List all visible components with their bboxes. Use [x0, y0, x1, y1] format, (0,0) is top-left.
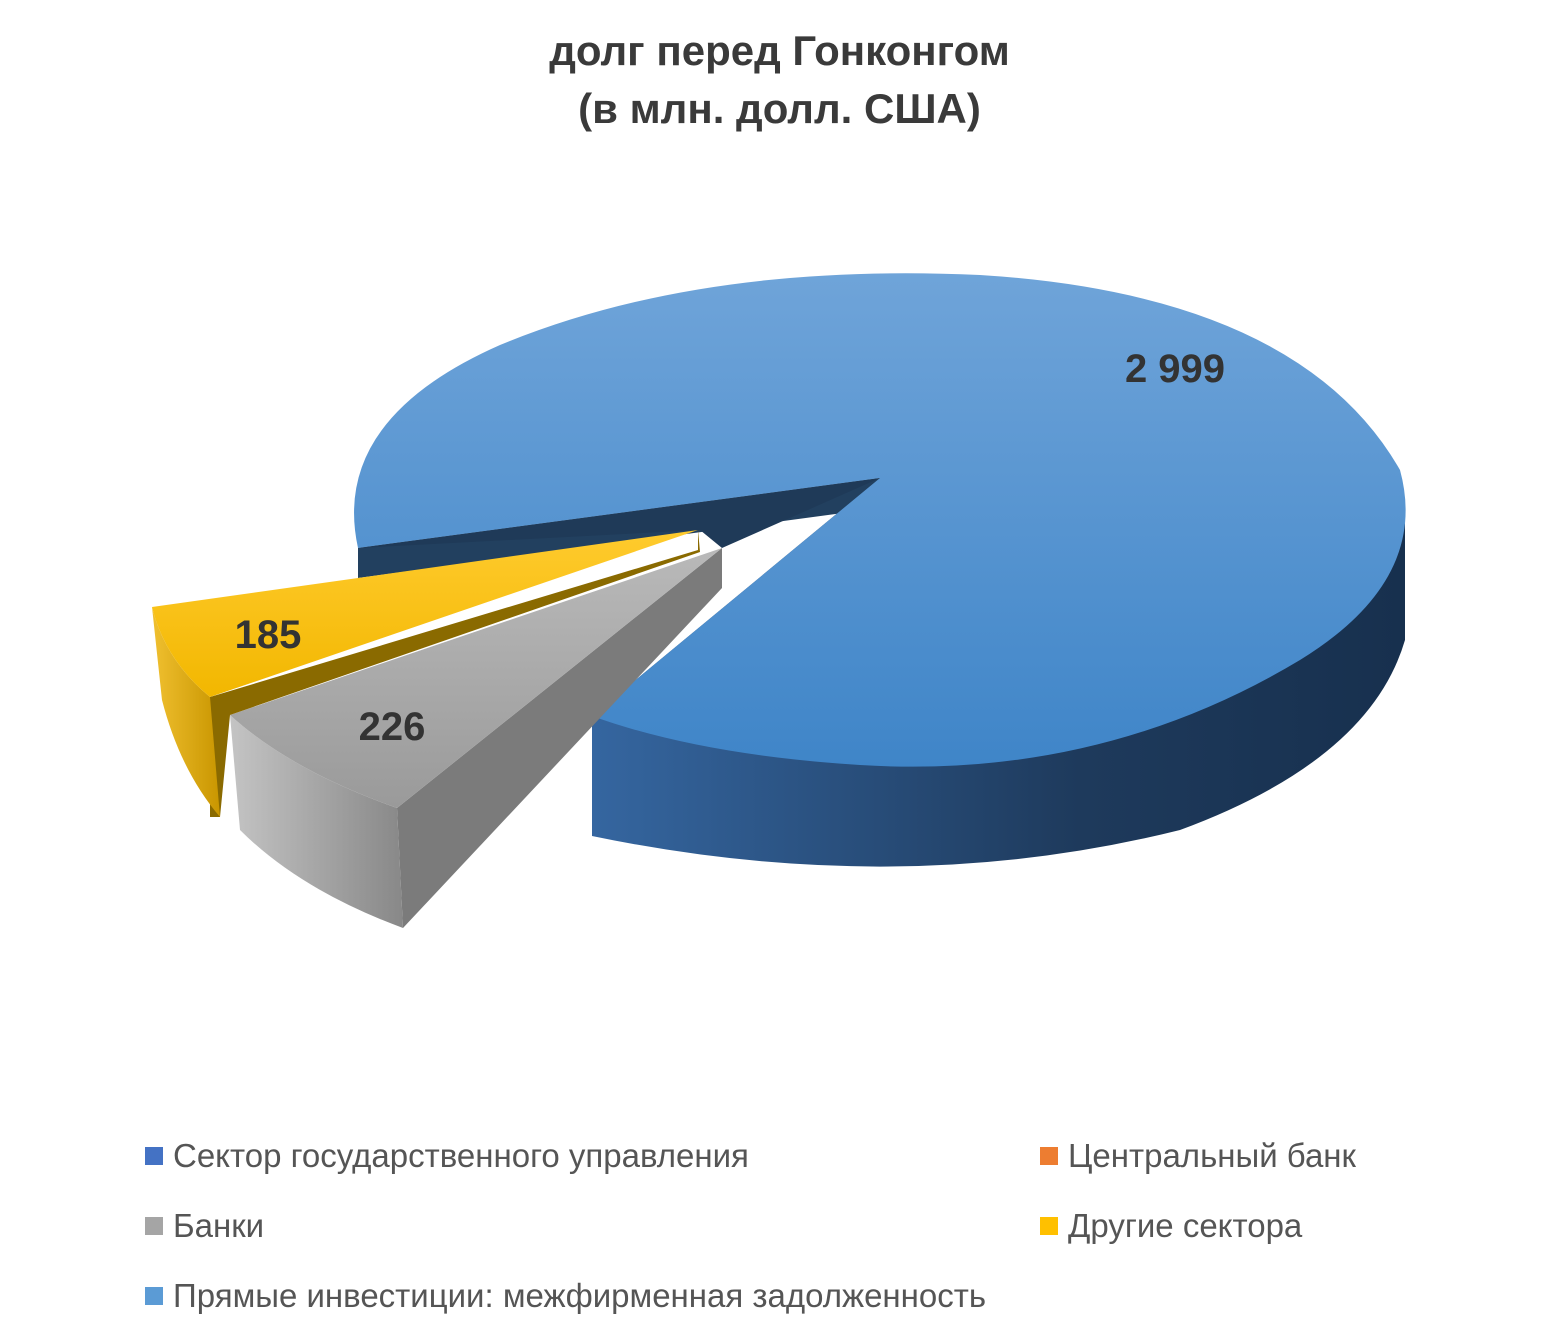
slice-direct-investment-top: [354, 273, 1406, 767]
slice-direct-investment: [354, 273, 1406, 867]
legend-item-banks: Банки: [145, 1206, 264, 1246]
legend-item-direct-investment: Прямые инвестиции: межфирменная задолжен…: [145, 1276, 986, 1316]
slice-banks-side: [230, 715, 403, 928]
legend-label-banks: Банки: [173, 1207, 265, 1244]
slice-direct-investment-wedge: [358, 478, 880, 548]
slice-other-sectors-side: [152, 607, 220, 817]
slice-banks-side-right: [397, 548, 722, 928]
legend-label-central-bank: Центральный банк: [1068, 1137, 1356, 1174]
legend-item-other-sectors: Другие сектора: [1040, 1206, 1302, 1246]
slice-other-sectors: [152, 530, 700, 817]
legend-label-direct-investment: Прямые инвестиции: межфирменная задолжен…: [173, 1277, 987, 1314]
legend-item-central-bank: Центральный банк: [1040, 1136, 1356, 1176]
legend-swatch-banks: [145, 1217, 163, 1235]
legend-swatch-government: [145, 1147, 163, 1165]
legend-item-government: Сектор государственного управления: [145, 1136, 749, 1176]
slice-banks-top: [230, 548, 722, 808]
legend-label-other-sectors: Другие сектора: [1068, 1207, 1303, 1244]
legend-label-government: Сектор государственного управления: [173, 1137, 749, 1174]
data-label-banks: 226: [359, 705, 426, 749]
data-label-direct-investment: 2 999: [1125, 347, 1225, 391]
chart-title: долг перед Гонконгом (в млн. долл. США): [0, 22, 1559, 138]
legend-swatch-central-bank: [1040, 1147, 1058, 1165]
slice-other-sectors-edge: [210, 530, 700, 817]
legend-swatch-direct-investment: [145, 1287, 163, 1305]
legend-swatch-other-sectors: [1040, 1217, 1058, 1235]
chart-title-line-2: (в млн. долл. США): [578, 85, 981, 132]
chart-title-line-1: долг перед Гонконгом: [549, 27, 1010, 74]
data-label-other-sectors: 185: [235, 613, 302, 657]
slice-direct-investment-side: [592, 520, 1405, 867]
slice-banks: [230, 548, 722, 928]
slice-other-sectors-top: [152, 530, 698, 697]
